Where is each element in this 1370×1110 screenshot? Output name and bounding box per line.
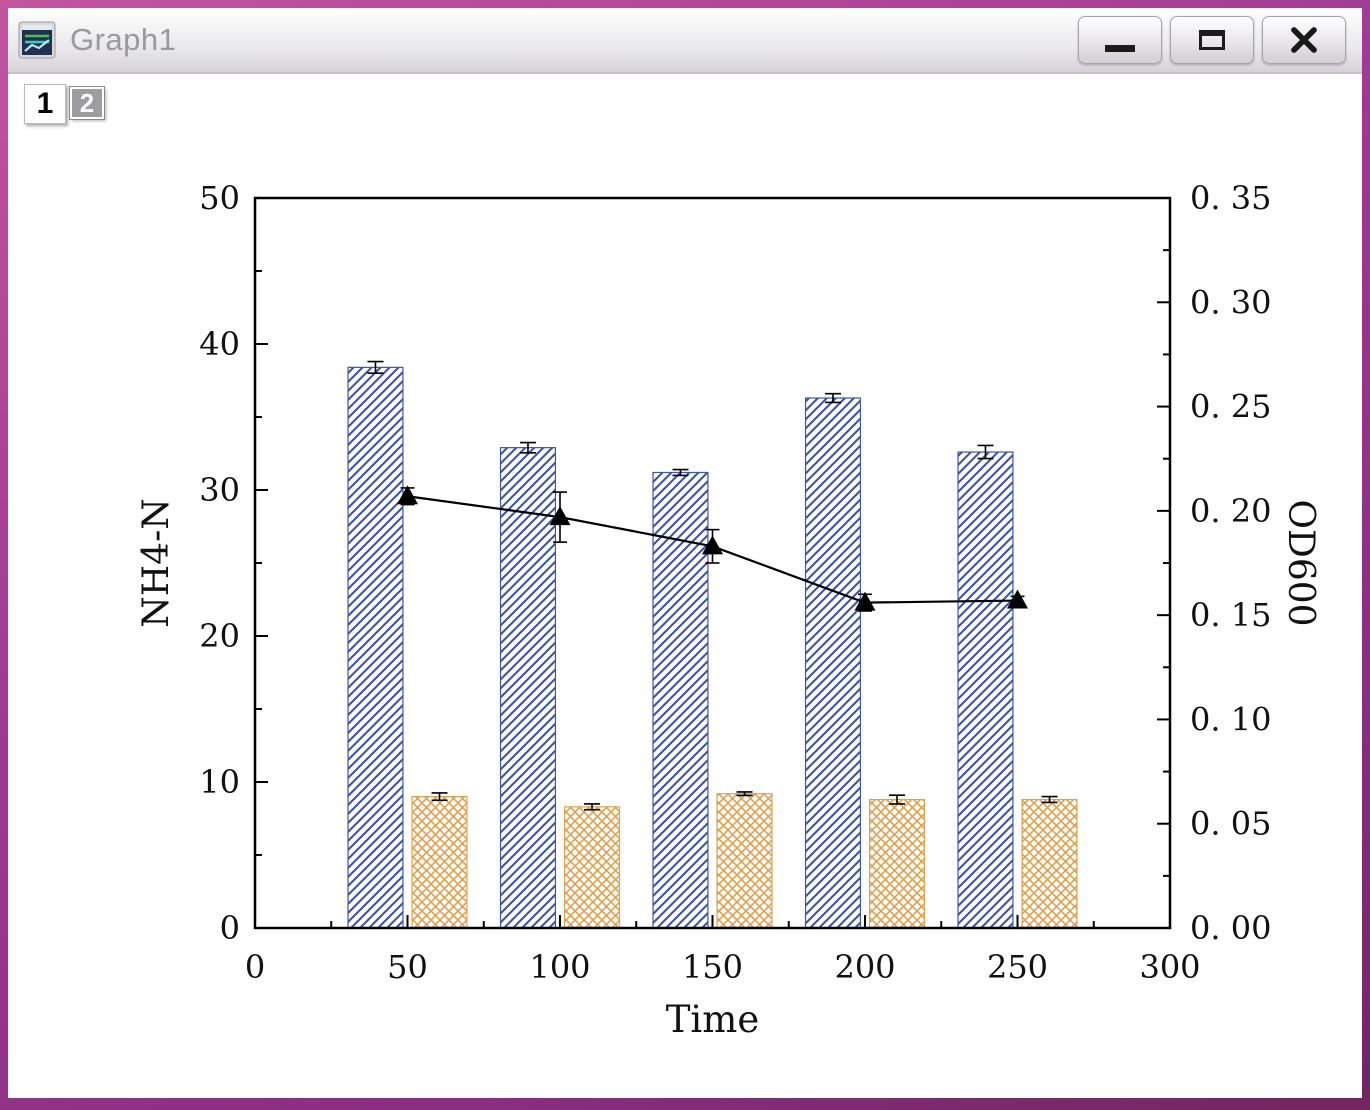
y-right-tick-label: 0. 00 — [1190, 909, 1271, 947]
y-right-tick-label: 0. 35 — [1190, 179, 1271, 217]
x-tick-label: 50 — [387, 948, 428, 986]
x-tick-label: 250 — [987, 948, 1048, 986]
y-right-tick-label: 0. 05 — [1190, 805, 1271, 843]
close-icon — [1291, 27, 1317, 53]
bar — [347, 366, 404, 929]
y-left-tick-label: 20 — [199, 617, 240, 655]
window-frame: Graph1 0 50 100 150 200 250 300 0 10 20 30 40 50 0. 0… — [8, 8, 1362, 1098]
y-left-tick-label: 30 — [199, 471, 240, 509]
y-right-tick-label: 0. 25 — [1190, 388, 1271, 426]
line-series-od600-triangle-line — [397, 485, 1028, 612]
x-tick-label: 150 — [682, 948, 743, 986]
bar — [804, 397, 862, 929]
triangle-marker — [397, 485, 418, 505]
y-left-tick-label: 0 — [220, 909, 240, 947]
graph-window-icon[interactable] — [18, 21, 56, 59]
titlebar[interactable]: Graph1 — [8, 8, 1362, 74]
y-right-axis-title: OD600 — [1280, 499, 1321, 626]
maximize-icon — [1199, 30, 1225, 50]
bar — [1021, 798, 1078, 929]
close-button[interactable] — [1262, 16, 1346, 64]
bar — [957, 451, 1014, 929]
axes — [253, 196, 1172, 930]
y-left-axis-title: NH4-N — [136, 498, 177, 627]
triangle-marker — [854, 591, 876, 611]
maximize-button[interactable] — [1170, 16, 1254, 64]
y-left-tick-label: 50 — [199, 179, 240, 217]
bar — [411, 795, 468, 929]
triangle-marker — [702, 535, 723, 555]
bar — [563, 806, 621, 929]
layer-tab-2[interactable]: 2 — [69, 86, 105, 120]
y-right-tick-label: 0. 15 — [1190, 596, 1271, 634]
chart-svg: 0 50 100 150 200 250 300 0 10 20 30 40 50 0. 00 0. 05 0… — [136, 179, 1321, 1041]
window-controls — [1078, 16, 1352, 64]
bar-series-nh4n-diagonal-hatched-bars — [347, 360, 1014, 929]
y-left-tick-label: 40 — [199, 325, 240, 363]
y-right-tick-label: 0. 30 — [1190, 283, 1271, 321]
minimize-button[interactable] — [1078, 16, 1162, 64]
window-title: Graph1 — [70, 22, 177, 57]
bar — [716, 793, 773, 929]
triangle-marker — [1007, 589, 1028, 609]
minimize-icon — [1105, 44, 1135, 52]
y-right-tick-label: 0. 10 — [1190, 700, 1271, 738]
x-tick-label: 100 — [529, 948, 590, 986]
x-tick-label: 200 — [834, 948, 895, 986]
x-axis-title: Time — [666, 998, 760, 1041]
x-tick-label: 0 — [245, 948, 265, 986]
bar — [499, 447, 557, 929]
layer-tabs: 1 2 — [24, 84, 105, 124]
bar-series-cross-hatched-bars — [411, 791, 1078, 929]
graph-canvas: 0 50 100 150 200 250 300 0 10 20 30 40 50 0. 00 0. 05 0… — [8, 74, 1362, 1098]
bar — [868, 798, 926, 929]
layer-tab-1[interactable]: 1 — [24, 84, 66, 124]
triangle-marker — [549, 506, 571, 526]
x-tick-label: 300 — [1139, 948, 1200, 986]
y-right-tick-label: 0. 20 — [1190, 492, 1271, 530]
y-left-tick-label: 10 — [199, 763, 240, 801]
